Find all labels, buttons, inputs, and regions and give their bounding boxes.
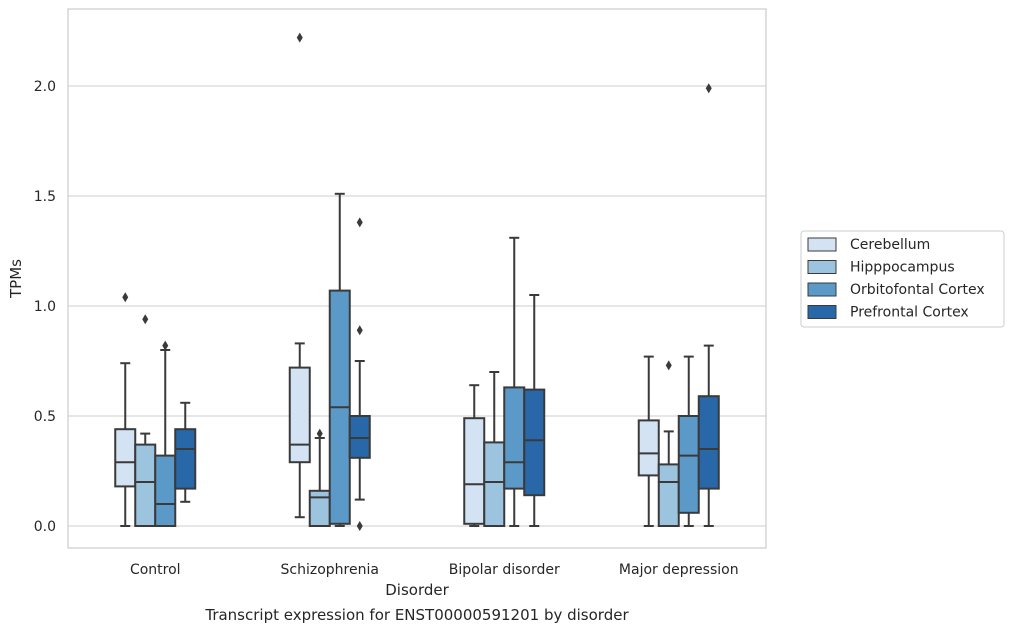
box-body (308, 489, 331, 527)
box-body (657, 463, 680, 527)
box-1-2 (328, 192, 351, 527)
legend-swatch (807, 237, 837, 252)
y-tick-label: 0.0 (34, 519, 56, 535)
outlier-point (142, 314, 149, 325)
outlier-point (162, 340, 169, 351)
outlier-point (356, 325, 363, 336)
x-tick-label: Control (130, 562, 181, 578)
box-body (463, 417, 486, 525)
outlier-point (665, 360, 672, 371)
box-0-3 (174, 401, 197, 503)
box-0-1 (134, 314, 157, 528)
box-3-0 (637, 355, 660, 527)
outlier-point (356, 217, 363, 228)
box-body (523, 388, 546, 497)
outlier-point (296, 32, 303, 43)
box-body (114, 428, 137, 488)
box-body (483, 441, 506, 527)
y-tick-label: 1.0 (34, 299, 56, 315)
plot-frame (67, 8, 767, 549)
box-body (348, 415, 371, 459)
legend: Cerebellum Hipppocampus Orbitofontal Corte… (800, 230, 1005, 328)
x-tick-label: Schizophrenia (281, 562, 379, 578)
box-body (677, 415, 700, 514)
y-tick-label: 0.5 (34, 409, 56, 425)
legend-label: Hipppocampus (850, 260, 955, 276)
x-tick-label: Major depression (619, 562, 739, 578)
outlier-point (316, 428, 323, 439)
outlier-point (122, 292, 129, 303)
box-1-1 (308, 428, 331, 527)
box-groups (114, 32, 720, 531)
box-2-0 (463, 384, 486, 527)
box-2-1 (483, 371, 506, 527)
legend-swatch (807, 305, 837, 319)
box-body (134, 443, 157, 528)
box-3-1 (657, 360, 680, 527)
box-body (697, 395, 720, 490)
x-tick-labels: Control Schizophrenia Bipolar disorder Majo… (130, 562, 739, 578)
figure-caption: Transcript expression for ENST0000059120… (205, 606, 629, 624)
legend-label: Prefrontal Cortex (850, 305, 969, 321)
x-tick-label: Bipolar disorder (449, 562, 560, 578)
y-tick-labels: 0.0 0.5 1.0 1.5 2.0 (34, 79, 56, 535)
box-body (174, 428, 197, 490)
box-0-0 (114, 292, 137, 527)
box-1-0 (288, 32, 311, 519)
box-2-2 (503, 236, 526, 527)
legend-swatch (807, 282, 837, 297)
legend-swatch (807, 260, 837, 274)
outlier-point (356, 521, 363, 531)
legend-label: Cerebellum (850, 237, 930, 253)
y-axis-label: TPMs (7, 259, 25, 299)
y-tick-label: 2.0 (34, 79, 56, 95)
box-body (288, 366, 311, 464)
box-3-2 (677, 355, 700, 527)
legend-label: Orbitofontal Cortex (850, 282, 985, 298)
box-2-3 (523, 294, 546, 527)
box-3-3 (697, 83, 720, 527)
x-axis-label: Disorder (385, 581, 449, 599)
box-body (637, 419, 660, 477)
legend-frame (800, 230, 1005, 328)
box-body (154, 454, 177, 528)
box-1-3 (348, 217, 371, 531)
box-0-2 (154, 340, 177, 528)
outlier-point (705, 83, 712, 94)
box-body (503, 386, 526, 490)
y-tick-label: 1.5 (34, 189, 56, 205)
